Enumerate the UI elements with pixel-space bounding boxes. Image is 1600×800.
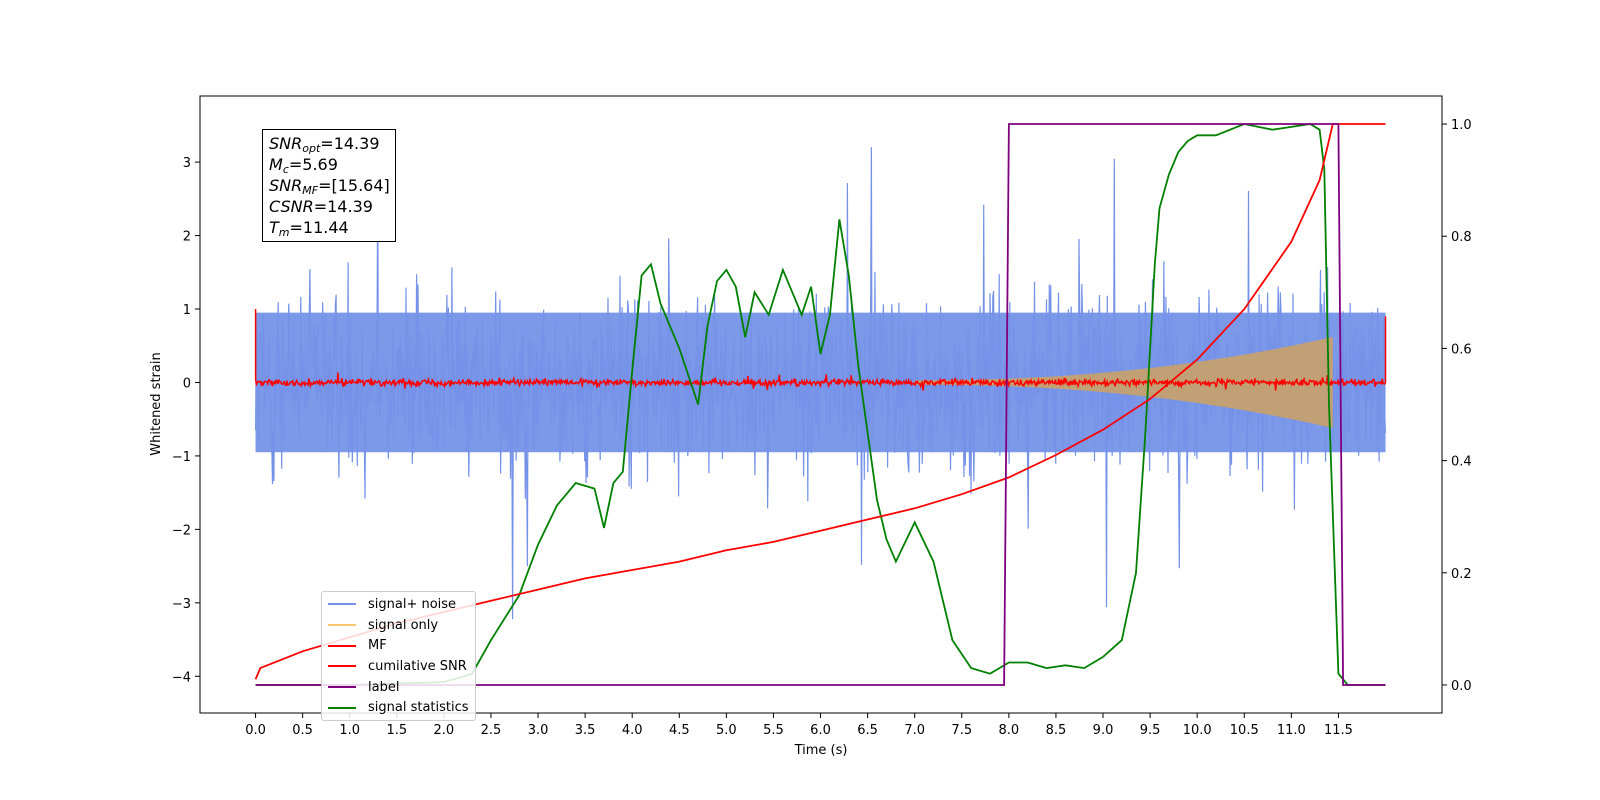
y-right-tick-label: 0.2 [1451, 567, 1472, 582]
x-tick-label: 9.0 [1093, 723, 1114, 738]
x-axis-title: Time (s) [794, 743, 848, 758]
y-right-tick-label: 0.0 [1451, 679, 1472, 694]
x-tick-label: 5.5 [763, 723, 784, 738]
x-tick-label: 2.0 [434, 723, 455, 738]
x-tick-label: 7.5 [951, 723, 972, 738]
legend: signal+ noise signal only MF cumilative … [321, 591, 476, 722]
x-tick-label: 10.5 [1230, 723, 1259, 738]
legend-item: signal+ noise [328, 594, 469, 615]
legend-item: signal statistics [328, 697, 469, 718]
x-tick-label: 9.5 [1140, 723, 1161, 738]
x-tick-label: 5.0 [716, 723, 737, 738]
y-axis-title: Whitened strain [149, 352, 164, 455]
y-left-tick-label: 0 [183, 376, 191, 391]
x-tick-label: 6.0 [810, 723, 831, 738]
x-tick-label: 11.0 [1277, 723, 1306, 738]
y-left-tick-label: −1 [172, 450, 191, 465]
x-tick-label: 4.0 [622, 723, 643, 738]
mc-line: Mc=5.69 [269, 155, 338, 176]
x-tick-label: 0.0 [245, 723, 266, 738]
y-left-tick-label: −2 [172, 523, 191, 538]
x-tick-label: 1.5 [386, 723, 407, 738]
x-tick-label: 7.0 [904, 723, 925, 738]
x-tick-label: 2.5 [481, 723, 502, 738]
x-tick-label: 3.0 [528, 723, 549, 738]
annotation-box: SNRopt=14.39 Mc=5.69 SNRMF=[15.64] CSNR=… [262, 129, 396, 242]
y-axis-left: 3 2 1 0 −1 −2 −3 −4 [172, 156, 200, 685]
y-left-tick-label: 2 [183, 230, 191, 245]
signal-statistics-line [255, 123, 1386, 686]
y-right-tick-label: 1.0 [1451, 118, 1472, 133]
legend-swatch [328, 686, 356, 689]
snr-opt-line: SNRopt=14.39 [269, 134, 380, 155]
legend-item: MF [328, 635, 469, 656]
y-left-tick-label: −4 [172, 670, 191, 685]
x-tick-label: 4.5 [669, 723, 690, 738]
x-tick-label: 8.0 [999, 723, 1020, 738]
legend-item: label [328, 677, 469, 698]
y-left-tick-label: −3 [172, 597, 191, 612]
label-line [255, 123, 1386, 686]
y-right-tick-label: 0.8 [1451, 230, 1472, 245]
x-tick-label: 8.5 [1046, 723, 1067, 738]
y-right-tick-label: 0.4 [1451, 455, 1472, 470]
legend-swatch [328, 624, 356, 627]
y-axis-right: 0.0 0.2 0.4 0.6 0.8 1.0 [1442, 118, 1472, 694]
legend-swatch [328, 665, 356, 668]
legend-swatch [328, 644, 356, 647]
x-tick-label: 10.0 [1183, 723, 1212, 738]
y-left-tick-label: 3 [183, 156, 191, 171]
x-tick-label: 3.5 [575, 723, 596, 738]
x-tick-label: 0.5 [292, 723, 313, 738]
x-tick-label: 1.0 [339, 723, 360, 738]
legend-swatch [328, 603, 356, 606]
x-tick-label: 6.5 [857, 723, 878, 738]
legend-item: signal only [328, 615, 469, 636]
y-right-tick-label: 0.6 [1451, 342, 1472, 357]
legend-item: cumilative SNR [328, 656, 469, 677]
mf-line [254, 309, 1387, 391]
csnr-line: CSNR=14.39 [269, 197, 373, 216]
legend-swatch [328, 706, 356, 709]
x-axis: 0.0 0.5 1.0 1.5 2.0 2.5 3.0 3.5 4.0 4.5 5.0 5.5 6.0 6… [245, 713, 1353, 738]
tm-line: Tm=11.44 [269, 218, 349, 239]
snr-mf-line: SNRMF=[15.64] [269, 176, 390, 197]
y-left-tick-label: 1 [183, 303, 191, 318]
x-tick-label: 11.5 [1324, 723, 1353, 738]
